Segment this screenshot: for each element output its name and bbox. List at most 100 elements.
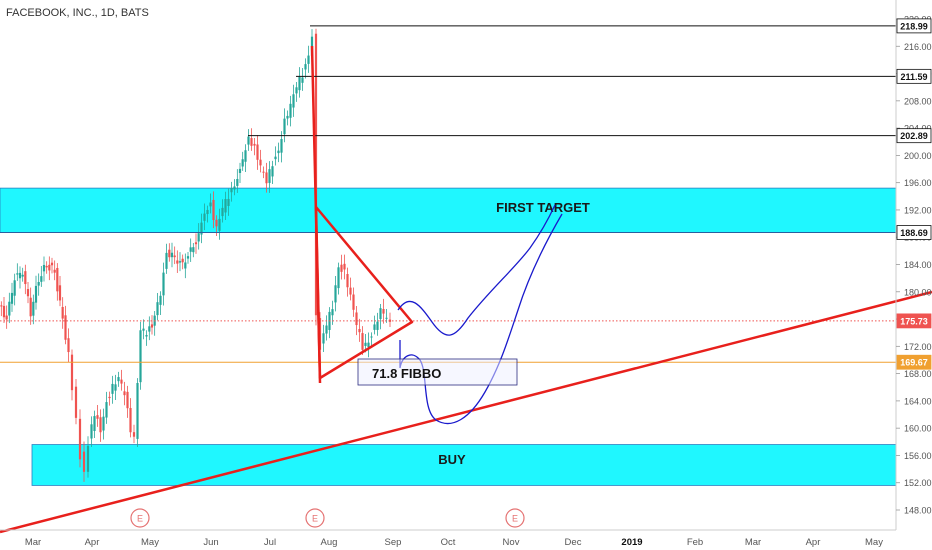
- price-tick-label: 172.00: [904, 342, 932, 352]
- time-tick-label: Jun: [203, 537, 218, 548]
- candle: [78, 409, 82, 468]
- candle: [145, 330, 148, 346]
- candle: [343, 254, 346, 280]
- candle: [256, 135, 259, 170]
- time-axis[interactable]: Mar Apr May Jun Jul Aug Sep Oct Nov Dec 2019 Feb Mar…: [0, 529, 896, 548]
- candle: [236, 169, 239, 193]
- candle: [153, 310, 156, 336]
- candle: [346, 267, 349, 297]
- projection-path-upper[interactable]: [397, 204, 556, 336]
- candle: [274, 146, 277, 166]
- candle: [238, 162, 242, 184]
- price-axis[interactable]: 148.00 152.00 156.00 160.00 164.00 168.00 172.…: [895, 0, 932, 530]
- price-label-text: 218.99: [900, 21, 928, 31]
- zone-buy[interactable]: BUY: [31, 444, 897, 486]
- earnings-marker[interactable]: E: [130, 508, 150, 528]
- candle: [26, 281, 30, 304]
- candle: [148, 316, 151, 341]
- support-trendline[interactable]: [0, 290, 932, 534]
- candle: [268, 161, 271, 193]
- candle: [241, 151, 244, 171]
- candle: [203, 203, 206, 231]
- earnings-marker-label: E: [312, 514, 318, 524]
- candle: [259, 149, 262, 173]
- candle: [200, 213, 203, 244]
- candle: [21, 267, 24, 282]
- candle: [355, 305, 358, 336]
- candle: [10, 282, 14, 312]
- candle: [126, 385, 129, 418]
- candle: [139, 321, 142, 390]
- candle: [262, 166, 265, 179]
- candle: [32, 294, 35, 325]
- candle: [50, 257, 54, 274]
- zone-label: FIRST TARGET: [496, 200, 590, 215]
- candle: [24, 264, 27, 295]
- candle: [117, 371, 120, 387]
- candle: [150, 315, 154, 335]
- price-tick-label: 200.00: [904, 151, 932, 161]
- candle: [289, 95, 292, 127]
- candle: [108, 391, 111, 406]
- candle: [189, 238, 192, 262]
- candle: [295, 82, 298, 102]
- candle: [64, 305, 67, 345]
- earnings-marker-label: E: [512, 514, 518, 524]
- time-tick-label: Apr: [806, 537, 821, 548]
- candle: [37, 273, 40, 296]
- candle: [340, 254, 343, 280]
- zone-first-target[interactable]: FIRST TARGET: [0, 187, 897, 233]
- candle: [159, 291, 162, 316]
- candle: [367, 332, 370, 358]
- candle: [358, 318, 361, 342]
- time-tick-label: May: [865, 537, 883, 548]
- candle: [156, 293, 159, 321]
- candle: [388, 312, 392, 328]
- candle: [209, 193, 212, 214]
- candle: [173, 246, 176, 265]
- candle: [292, 84, 295, 117]
- candle: [221, 199, 224, 223]
- earnings-marker[interactable]: E: [305, 508, 325, 528]
- candle: [280, 131, 283, 163]
- fibbo-label: 71.8 FIBBO: [372, 366, 441, 381]
- candle: [328, 307, 331, 339]
- projection-path-lower[interactable]: [399, 213, 563, 425]
- price-label-text: 169.67: [900, 358, 928, 368]
- candle: [373, 315, 376, 335]
- price-label: 218.99: [896, 18, 932, 34]
- candle: [42, 256, 46, 282]
- candle: [376, 312, 379, 336]
- candle: [361, 326, 364, 355]
- price-tick-label: 160.00: [904, 424, 932, 434]
- price-tick-label: 180.00: [904, 287, 932, 297]
- price-tick-label: 148.00: [904, 506, 932, 516]
- price-label-text: 211.59: [900, 72, 927, 82]
- time-tick-label: Jul: [264, 537, 276, 548]
- candle: [111, 375, 114, 404]
- candle: [16, 263, 19, 281]
- candle: [379, 304, 382, 330]
- candle: [40, 265, 43, 287]
- earnings-marker[interactable]: E: [505, 508, 525, 528]
- candle: [218, 208, 221, 240]
- price-tick-label: 192.00: [904, 205, 932, 215]
- earnings-marker-label: E: [137, 514, 143, 524]
- candle: [286, 110, 289, 126]
- triangle-pattern[interactable]: [314, 205, 414, 380]
- zone-label: BUY: [438, 452, 466, 467]
- price-tick-label: 208.00: [904, 96, 932, 106]
- candle: [337, 262, 340, 295]
- price-label-text: 202.89: [900, 131, 928, 141]
- candles: [0, 28, 392, 482]
- candle: [165, 243, 168, 274]
- candle: [114, 374, 117, 400]
- candle: [325, 315, 328, 341]
- fibbo-annotation[interactable]: 71.8 FIBBO: [357, 358, 518, 386]
- candle: [53, 260, 56, 281]
- candle: [244, 144, 247, 172]
- candle: [192, 242, 195, 258]
- time-tick-label: Feb: [687, 537, 703, 548]
- time-tick-label: Nov: [503, 537, 520, 548]
